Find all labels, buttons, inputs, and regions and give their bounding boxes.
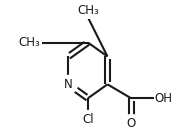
- Text: Cl: Cl: [82, 113, 94, 126]
- Text: OH: OH: [155, 92, 173, 105]
- Text: O: O: [126, 117, 136, 130]
- Text: N: N: [64, 78, 73, 91]
- Text: CH₃: CH₃: [19, 36, 41, 49]
- Text: CH₃: CH₃: [77, 4, 99, 17]
